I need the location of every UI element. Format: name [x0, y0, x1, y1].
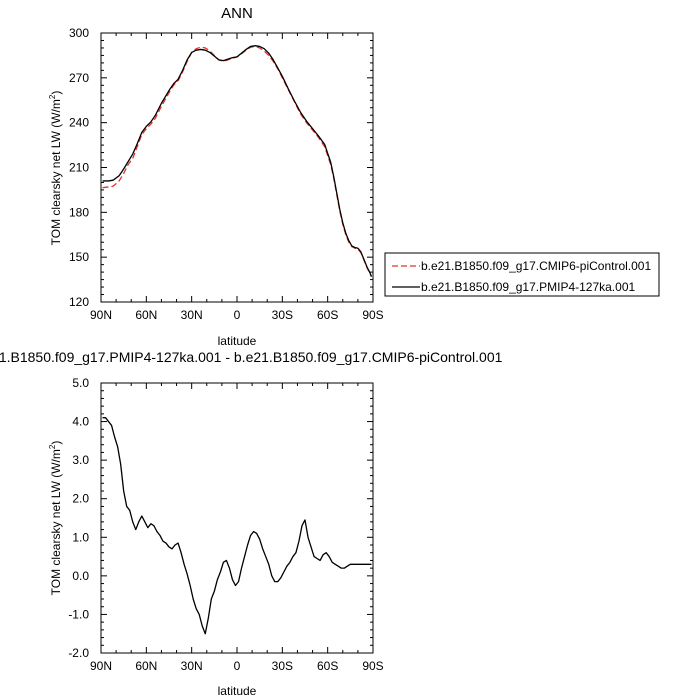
legend-label-127ka: b.e21.B1850.f09_g17.PMIP4-127ka.001: [421, 280, 635, 294]
x-tick-label: 30N: [181, 308, 203, 322]
series-line-127ka: [102, 45, 373, 277]
series-line-difference: [102, 417, 372, 635]
x-tick-label: 60N: [135, 659, 157, 673]
x-tick-label: 60S: [317, 308, 338, 322]
y-tick-label: -2.0: [68, 646, 89, 660]
y-tick-label: 270: [69, 71, 89, 85]
x-tick-label: 90S: [362, 308, 383, 322]
x-tick-label: 0: [234, 659, 241, 673]
bottom-chart-ticks: 90N 60N 30N 0 30S 60S 90S -2.0 -1.0 0.0 1.0 2.0 3.0 4…: [68, 376, 383, 673]
bottom-chart-frame: [100, 382, 374, 654]
bottom-chart-xlabel: latitude: [218, 684, 257, 698]
y-tick-label: 0.0: [72, 569, 89, 583]
y-tick-label: 5.0: [72, 376, 89, 390]
top-chart-ylabel: TOM clearsky net LW (W/m2): [48, 91, 63, 246]
y-tick-label: 3.0: [72, 453, 89, 467]
y-tick-label: 180: [69, 205, 89, 219]
x-tick-label: 60S: [317, 659, 338, 673]
bottom-chart-title: b.e21.B1850.f09_g17.PMIP4-127ka.001 - b.…: [0, 349, 503, 365]
x-tick-label: 60N: [135, 308, 157, 322]
legend-box: [384, 252, 660, 297]
top-chart-title: ANN: [221, 5, 253, 22]
x-tick-label: 30S: [272, 308, 293, 322]
bottom-chart-ylabel: TOM clearsky net LW (W/m2): [48, 441, 63, 596]
y-tick-label: 120: [69, 295, 89, 309]
y-tick-label: 1.0: [72, 530, 89, 544]
top-chart-frame: [100, 32, 374, 303]
top-line-chart: ANN 90N 60N 30N 0 30S 60S 90S 120 150 180 210 240 27…: [48, 5, 384, 348]
y-tick-label: -1.0: [68, 607, 89, 621]
legend-label-picontrol: b.e21.B1850.f09_g17.CMIP6-piControl.001: [421, 259, 651, 273]
y-tick-label: 300: [69, 26, 89, 40]
top-chart-legend: b.e21.B1850.f09_g17.CMIP6-piControl.001 …: [384, 252, 660, 297]
x-tick-label: 90N: [90, 308, 112, 322]
y-tick-label: 150: [69, 250, 89, 264]
top-chart-xlabel: latitude: [218, 334, 257, 348]
top-chart-ticks: 90N 60N 30N 0 30S 60S 90S 120 150 180 210 240 270 300: [69, 26, 384, 322]
x-tick-label: 90S: [362, 659, 383, 673]
bottom-line-chart: b.e21.B1850.f09_g17.PMIP4-127ka.001 - b.…: [0, 349, 503, 698]
series-line-picontrol: [102, 45, 373, 277]
x-tick-label: 30N: [181, 659, 203, 673]
top-chart-series: [102, 45, 373, 277]
y-tick-label: 4.0: [72, 415, 89, 429]
x-tick-label: 90N: [90, 659, 112, 673]
y-tick-label: 240: [69, 116, 89, 130]
y-tick-label: 2.0: [72, 492, 89, 506]
y-tick-label: 210: [69, 161, 89, 175]
bottom-chart-series: [102, 417, 372, 635]
x-tick-label: 30S: [272, 659, 293, 673]
x-tick-label: 0: [234, 308, 241, 322]
